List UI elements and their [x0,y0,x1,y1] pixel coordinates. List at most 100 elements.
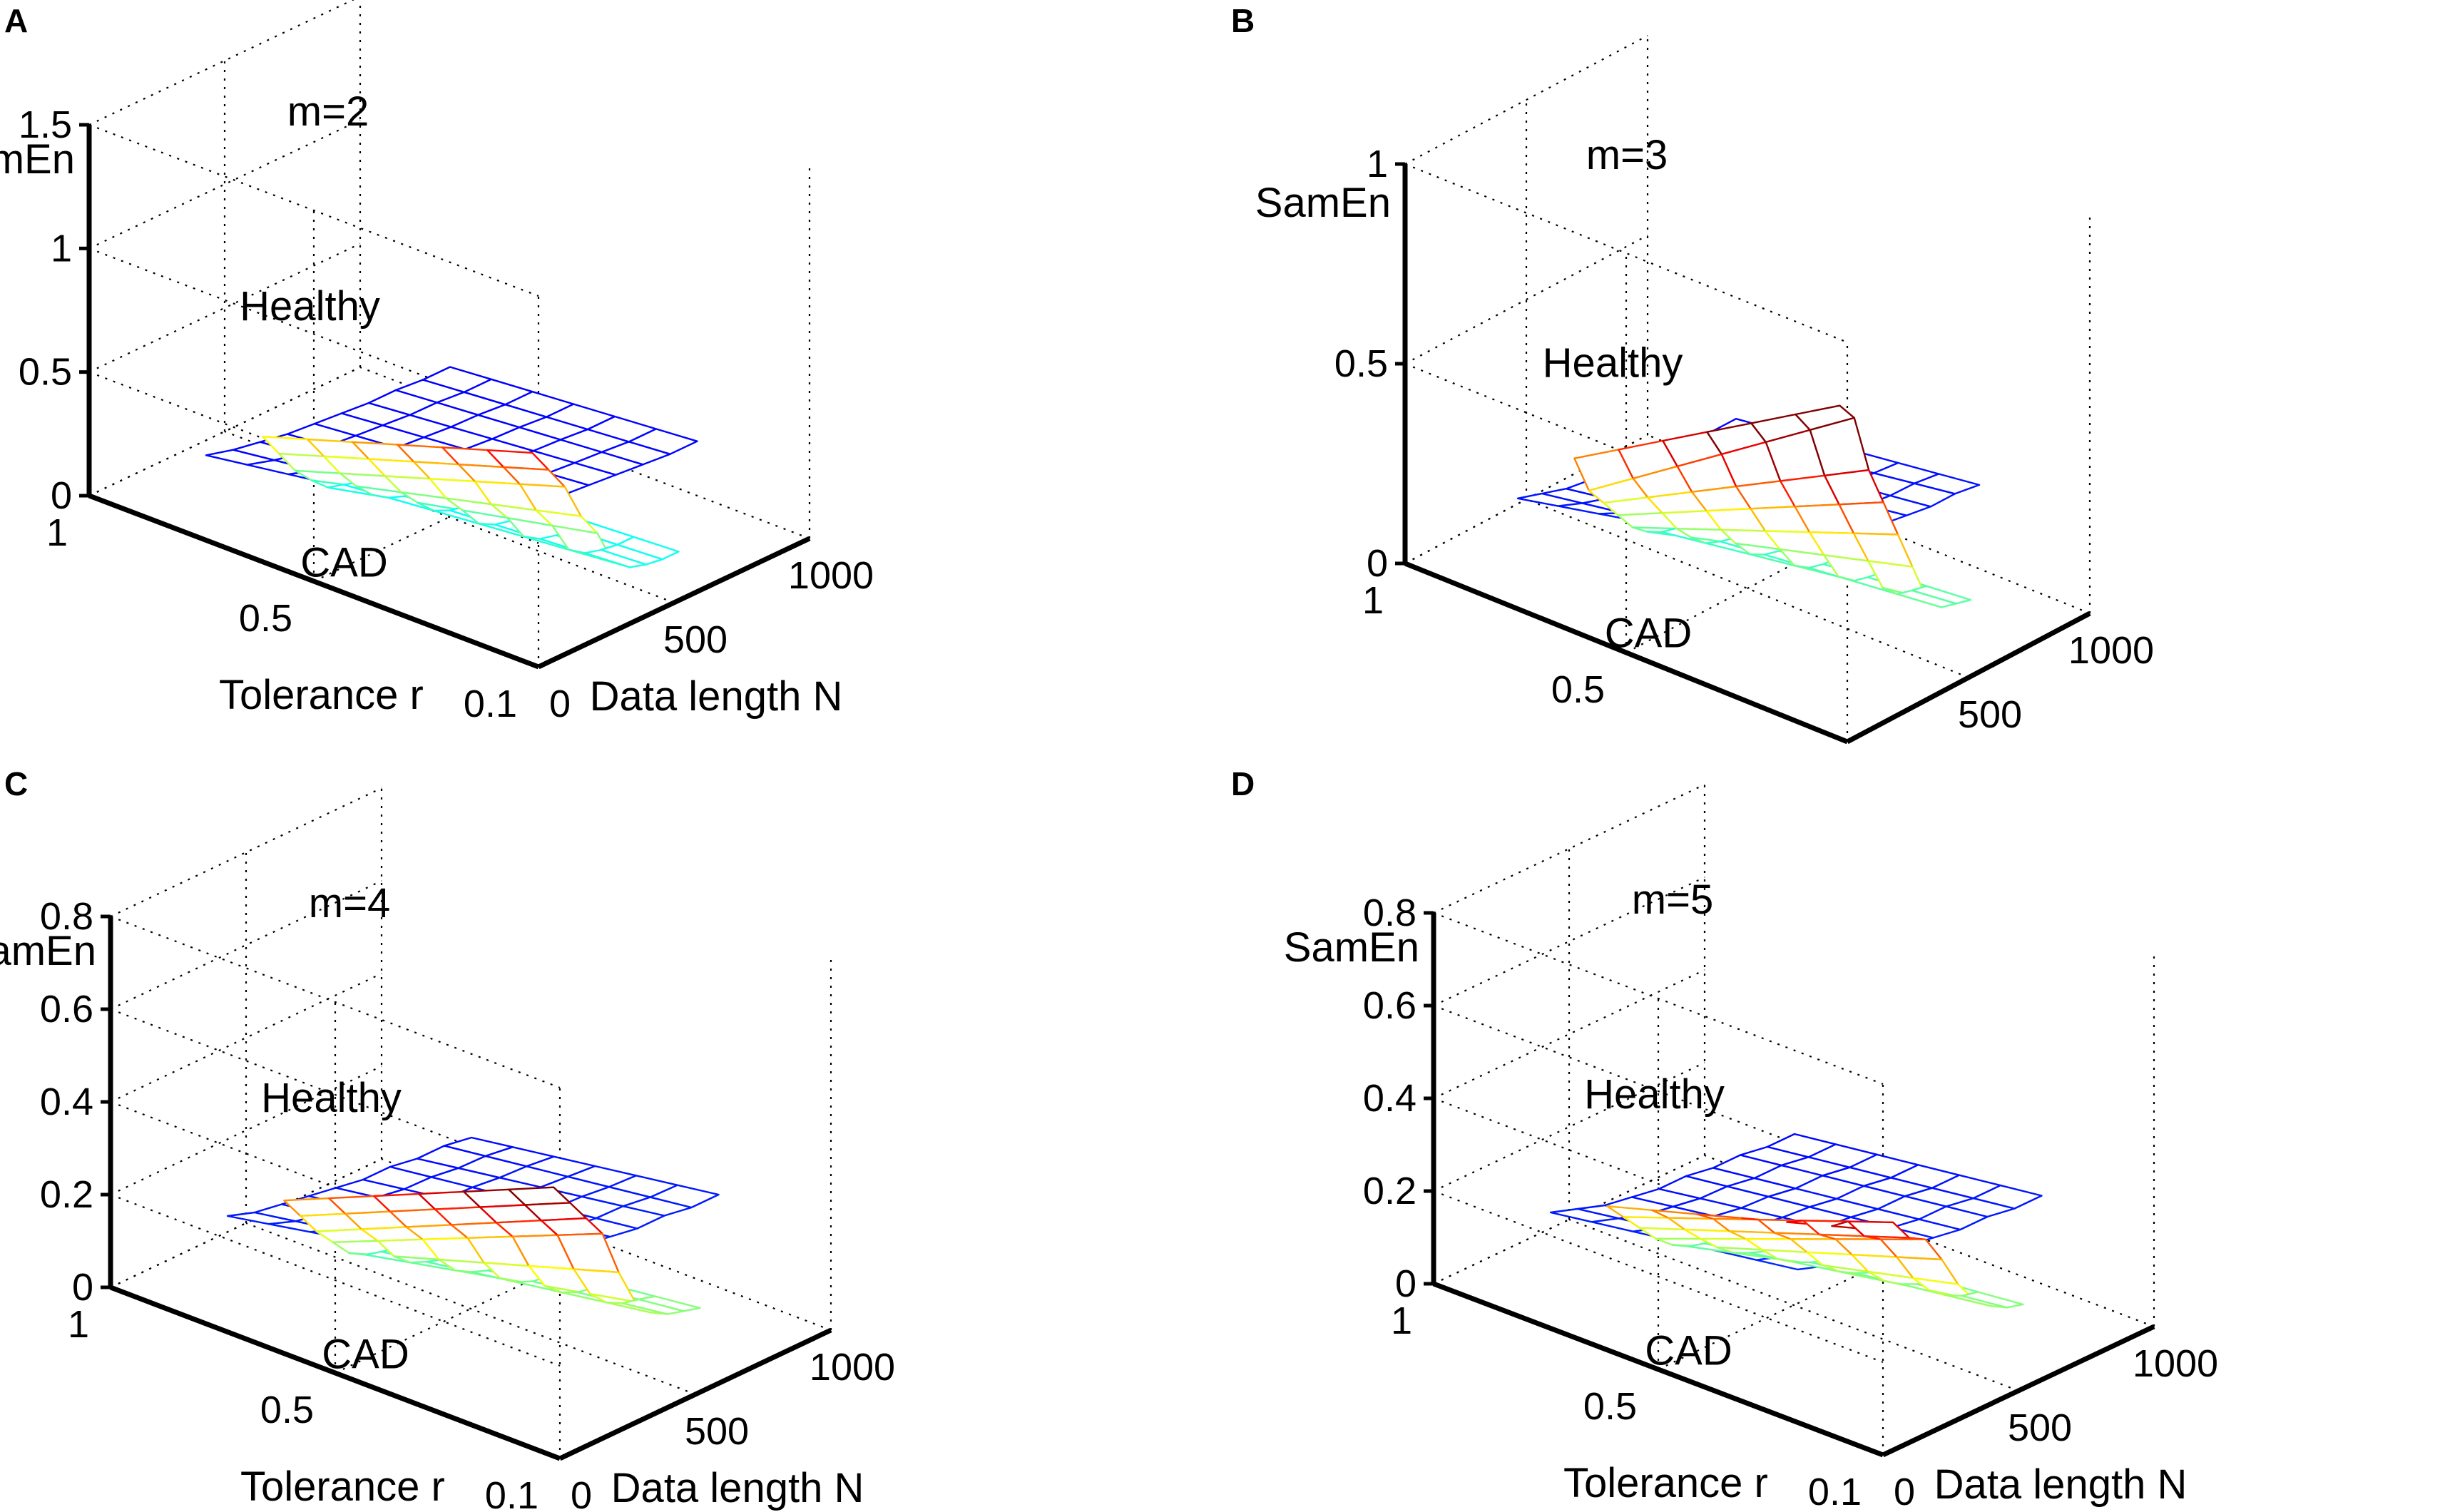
x-axis-label: Data length N [611,1465,864,1511]
z-tick-label: 0.2 [40,1173,93,1216]
healthy-surface-cell [1914,473,1981,495]
z-tick-label: 0.4 [40,1081,93,1123]
grid [109,787,832,1460]
panel-label: A [4,2,29,39]
z-tick-label: 0.8 [1363,892,1416,934]
healthy-surface-cell [1972,1184,2043,1210]
cad-label: CAD [322,1332,409,1378]
y-axis-label: Tolerlance r [1526,744,1740,749]
x-axis [1846,611,2091,745]
healthy-label: Healthy [1543,340,1683,387]
x-tick-label: 0 [549,683,571,725]
healthy-surface-cell [628,428,698,455]
x-tick-label: 500 [663,618,728,661]
z-axis-label: SamEn [0,136,75,183]
panel-D: D 0 0.2 0.4 0.6 0.8 0 500 1000 1 0.5 0.1 SamEn Data l… [1227,763,2439,1512]
x-axis-label: Data length N [1883,748,2136,749]
y-tick-label: 0.5 [1551,668,1605,711]
z-tick-label: 0.5 [1334,342,1388,385]
panel-label: D [1231,765,1255,802]
y-tick-label: 1 [1362,579,1384,622]
panel-A: A 0 0.5 1 1.5 0 500 1000 1 0.5 0.1 SamEn Data length… [0,0,1213,749]
x-tick-label: 1000 [2068,629,2154,672]
y-tick-label: 0.1 [485,1474,538,1512]
x-tick-label: 500 [2008,1406,2072,1449]
y-tick-label: 0.1 [464,683,517,725]
healthy-label: Healthy [261,1075,402,1121]
surface-mesh [205,366,698,568]
surface-mesh [1516,404,1981,608]
y-tick-label: 0.1 [1808,1471,1862,1512]
y-tick-label: 1 [68,1303,89,1346]
panel-label: C [4,765,29,802]
panel-C: C 0 0.2 0.4 0.6 0.8 0 500 1000 1 0.5 0.1 SamEn Data l… [0,763,1213,1512]
surface-mesh [1549,1133,2043,1309]
y-axis-label: Tolerance r [240,1464,445,1510]
healthy-surface-cell [649,1184,720,1209]
z-axis-label: SamEn [0,928,96,974]
z-tick-label: 0 [1367,542,1388,585]
x-tick-label: 0 [571,1474,592,1512]
healthy-label: Healthy [240,283,380,330]
grid [88,0,811,668]
z-tick-label: 0 [51,474,72,517]
grid [1432,784,2155,1456]
z-tick-label: 0.6 [1363,984,1416,1027]
healthy-label: Healthy [1584,1071,1725,1118]
z-tick-label: 0.6 [40,988,93,1031]
y-axis [1404,561,1849,745]
z-tick-label: 0.5 [19,351,72,394]
surface-plot: 0 0.5 1 1.5 0 500 1000 1 0.5 0.1 SamEn Data length … [0,0,874,725]
x-axis-label: Data length N [590,673,843,720]
cad-surface-cell [616,536,680,561]
z-tick-label: 0.2 [1363,1170,1416,1212]
cad-surface-cell [1961,1291,2024,1309]
z-tick-label: 1 [1367,143,1388,185]
z-tick-label: 0 [1395,1262,1416,1305]
y-axis-label: Tolerance r [1563,1460,1768,1506]
x-tick-label: 0 [1894,1471,1915,1512]
x-tick-label: 1000 [810,1346,895,1389]
m-annotation: m=2 [287,88,369,135]
y-tick-label: 0.5 [260,1389,314,1431]
x-axis [558,1327,832,1461]
surface-plot: 0 0.2 0.4 0.6 0.8 0 500 1000 1 0.5 0.1 SamEn Data le… [1284,784,2218,1512]
y-axis-label: Tolerance r [219,672,424,718]
surface-plot: 0 0.2 0.4 0.6 0.8 0 500 1000 1 0.5 0.1 SamEn Data le… [0,787,895,1512]
y-tick-label: 1 [46,511,68,554]
cad-surface-cell [1911,585,1972,605]
cad-surface-cell [638,1295,701,1312]
m-annotation: m=4 [309,880,390,926]
y-tick-label: 0.5 [1583,1385,1637,1428]
x-tick-label: 1000 [2133,1342,2218,1385]
z-tick-label: 0.4 [1363,1077,1416,1120]
x-axis [1882,1324,2155,1458]
cad-label: CAD [300,540,387,586]
m-annotation: m=3 [1586,132,1668,178]
surface-mesh [226,1136,720,1315]
x-tick-label: 500 [1958,693,2022,736]
cad-label: CAD [1605,610,1692,656]
y-axis [109,1284,561,1461]
x-axis [537,536,811,670]
z-tick-label: 1.5 [19,103,72,146]
y-axis [88,493,540,670]
x-tick-label: 500 [685,1410,749,1453]
cad-label: CAD [1645,1328,1732,1374]
panel-label: B [1231,2,1255,39]
m-annotation: m=5 [1632,877,1713,923]
z-axis-label: SamEn [1284,924,1419,971]
z-tick-label: 0.8 [40,895,93,938]
grid [1404,35,2091,743]
y-tick-label: 0.5 [239,597,292,640]
z-tick-label: 1 [51,227,72,270]
x-axis-label: Data length N [1934,1461,2188,1508]
x-tick-label: 1000 [788,554,874,597]
z-tick-label: 0 [72,1266,93,1309]
z-axis-label: SamEn [1255,180,1391,226]
axes [86,125,811,670]
y-tick-label: 1 [1391,1299,1412,1342]
